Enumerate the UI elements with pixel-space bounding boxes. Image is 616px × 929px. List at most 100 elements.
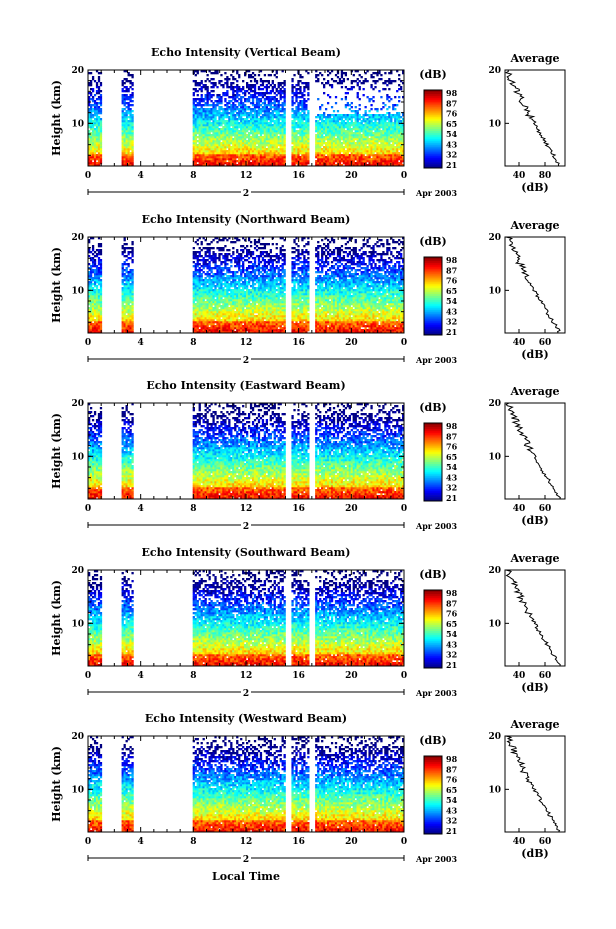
heatmap: [88, 570, 404, 666]
colorbar-tick-label: 43: [446, 472, 458, 482]
heatmap: [88, 237, 404, 333]
colorbar-tick-label: 98: [446, 754, 458, 764]
avg-x-tick-label: 40: [513, 171, 526, 181]
x-tick-label: 0: [85, 504, 91, 514]
x-tick-label: 12: [240, 837, 253, 847]
colorbar-tick-label: 87: [446, 431, 457, 441]
average-profile-line: [506, 237, 560, 333]
x-tick-label: 20: [345, 338, 358, 348]
x-tick-label: 20: [345, 837, 358, 847]
average-profile-line: [506, 403, 560, 499]
average-title: Average: [509, 52, 559, 65]
colorbar-tick-label: 76: [446, 276, 458, 286]
avg-y-tick-label: 20: [488, 732, 501, 742]
y-axis-label: Height (km): [50, 80, 63, 156]
date-label: Apr 2003: [415, 854, 458, 864]
colorbar-tick-label: 76: [446, 442, 458, 452]
avg-y-tick-label: 20: [488, 233, 501, 243]
colorbar-tick-label: 21: [446, 493, 457, 503]
average-title: Average: [509, 219, 559, 232]
avg-x-tick-label: 40: [513, 338, 526, 348]
y-tick-label: 10: [71, 286, 84, 296]
avg-x-tick-label: 40: [513, 837, 526, 847]
x-tick-label: 4: [138, 837, 144, 847]
avg-y-tick-label: 10: [488, 452, 501, 462]
day-label: 2: [243, 522, 249, 532]
avg-x-tick-label: 60: [539, 338, 552, 348]
avg-x-tick-label: 60: [539, 671, 552, 681]
x-tick-label: 0: [401, 671, 407, 681]
average-title: Average: [509, 718, 559, 731]
date-label: Apr 2003: [415, 188, 458, 198]
x-tick-label: 0: [85, 837, 91, 847]
colorbar-tick-label: 87: [446, 265, 457, 275]
y-tick-label: 20: [71, 399, 84, 409]
colorbar-tick-label: 21: [446, 826, 457, 836]
colorbar-unit: (dB): [419, 235, 446, 248]
colorbar-tick-label: 54: [446, 795, 458, 805]
avg-y-tick-label: 20: [488, 66, 501, 76]
avg-x-tick-label: 60: [539, 504, 552, 514]
day-label: 2: [243, 189, 249, 199]
colorbar-tick-label: 87: [446, 764, 457, 774]
x-tick-label: 4: [138, 504, 144, 514]
colorbar-tick-label: 98: [446, 255, 458, 265]
x-tick-label: 0: [401, 504, 407, 514]
x-tick-label: 16: [292, 671, 305, 681]
colorbar-tick-label: 43: [446, 805, 458, 815]
colorbar-tick-label: 43: [446, 306, 458, 316]
y-axis-label: Height (km): [50, 247, 63, 323]
average-xlabel: (dB): [521, 181, 548, 194]
y-tick-label: 10: [71, 452, 84, 462]
average-profile-line: [506, 570, 560, 666]
avg-y-tick-label: 10: [488, 619, 501, 629]
x-tick-label: 20: [345, 504, 358, 514]
average-profile-line: [506, 70, 559, 166]
x-tick-label: 8: [190, 504, 196, 514]
colorbar-tick-label: 98: [446, 88, 458, 98]
chart-title: Echo Intensity (Eastward Beam): [146, 379, 345, 392]
x-tick-label: 16: [292, 338, 305, 348]
y-tick-label: 20: [71, 233, 84, 243]
average-xlabel: (dB): [521, 681, 548, 694]
colorbar-unit: (dB): [419, 401, 446, 414]
y-tick-label: 10: [71, 785, 84, 795]
avg-y-tick-label: 20: [488, 399, 501, 409]
date-label: Apr 2003: [415, 355, 458, 365]
y-tick-label: 20: [71, 732, 84, 742]
colorbar-tick-label: 54: [446, 462, 458, 472]
heatmap: [88, 70, 404, 166]
average-title: Average: [509, 552, 559, 565]
colorbar-tick-label: 32: [446, 317, 457, 327]
colorbar-tick-label: 32: [446, 650, 457, 660]
x-tick-label: 0: [401, 171, 407, 181]
x-tick-label: 12: [240, 171, 253, 181]
avg-y-tick-label: 20: [488, 566, 501, 576]
colorbar-tick-label: 65: [446, 785, 457, 795]
chart-title: Echo Intensity (Southward Beam): [142, 546, 351, 559]
colorbar-tick-label: 21: [446, 660, 457, 670]
colorbar-tick-label: 54: [446, 129, 458, 139]
x-tick-label: 8: [190, 837, 196, 847]
average-title: Average: [509, 385, 559, 398]
x-tick-label: 16: [292, 837, 305, 847]
chart-title: Echo Intensity (Northward Beam): [142, 213, 351, 226]
avg-x-tick-label: 60: [539, 837, 552, 847]
x-tick-label: 12: [240, 504, 253, 514]
avg-x-tick-label: 40: [513, 671, 526, 681]
panel-2: Echo Intensity (Northward Beam) Height (k…: [50, 213, 565, 366]
colorbar-tick-label: 65: [446, 119, 457, 129]
colorbar-unit: (dB): [419, 68, 446, 81]
y-tick-label: 10: [71, 619, 84, 629]
day-label: 2: [243, 689, 249, 699]
heatmap: [88, 736, 404, 832]
day-label: 2: [243, 356, 249, 366]
panel-3: Echo Intensity (Eastward Beam)Height (km…: [50, 379, 565, 532]
